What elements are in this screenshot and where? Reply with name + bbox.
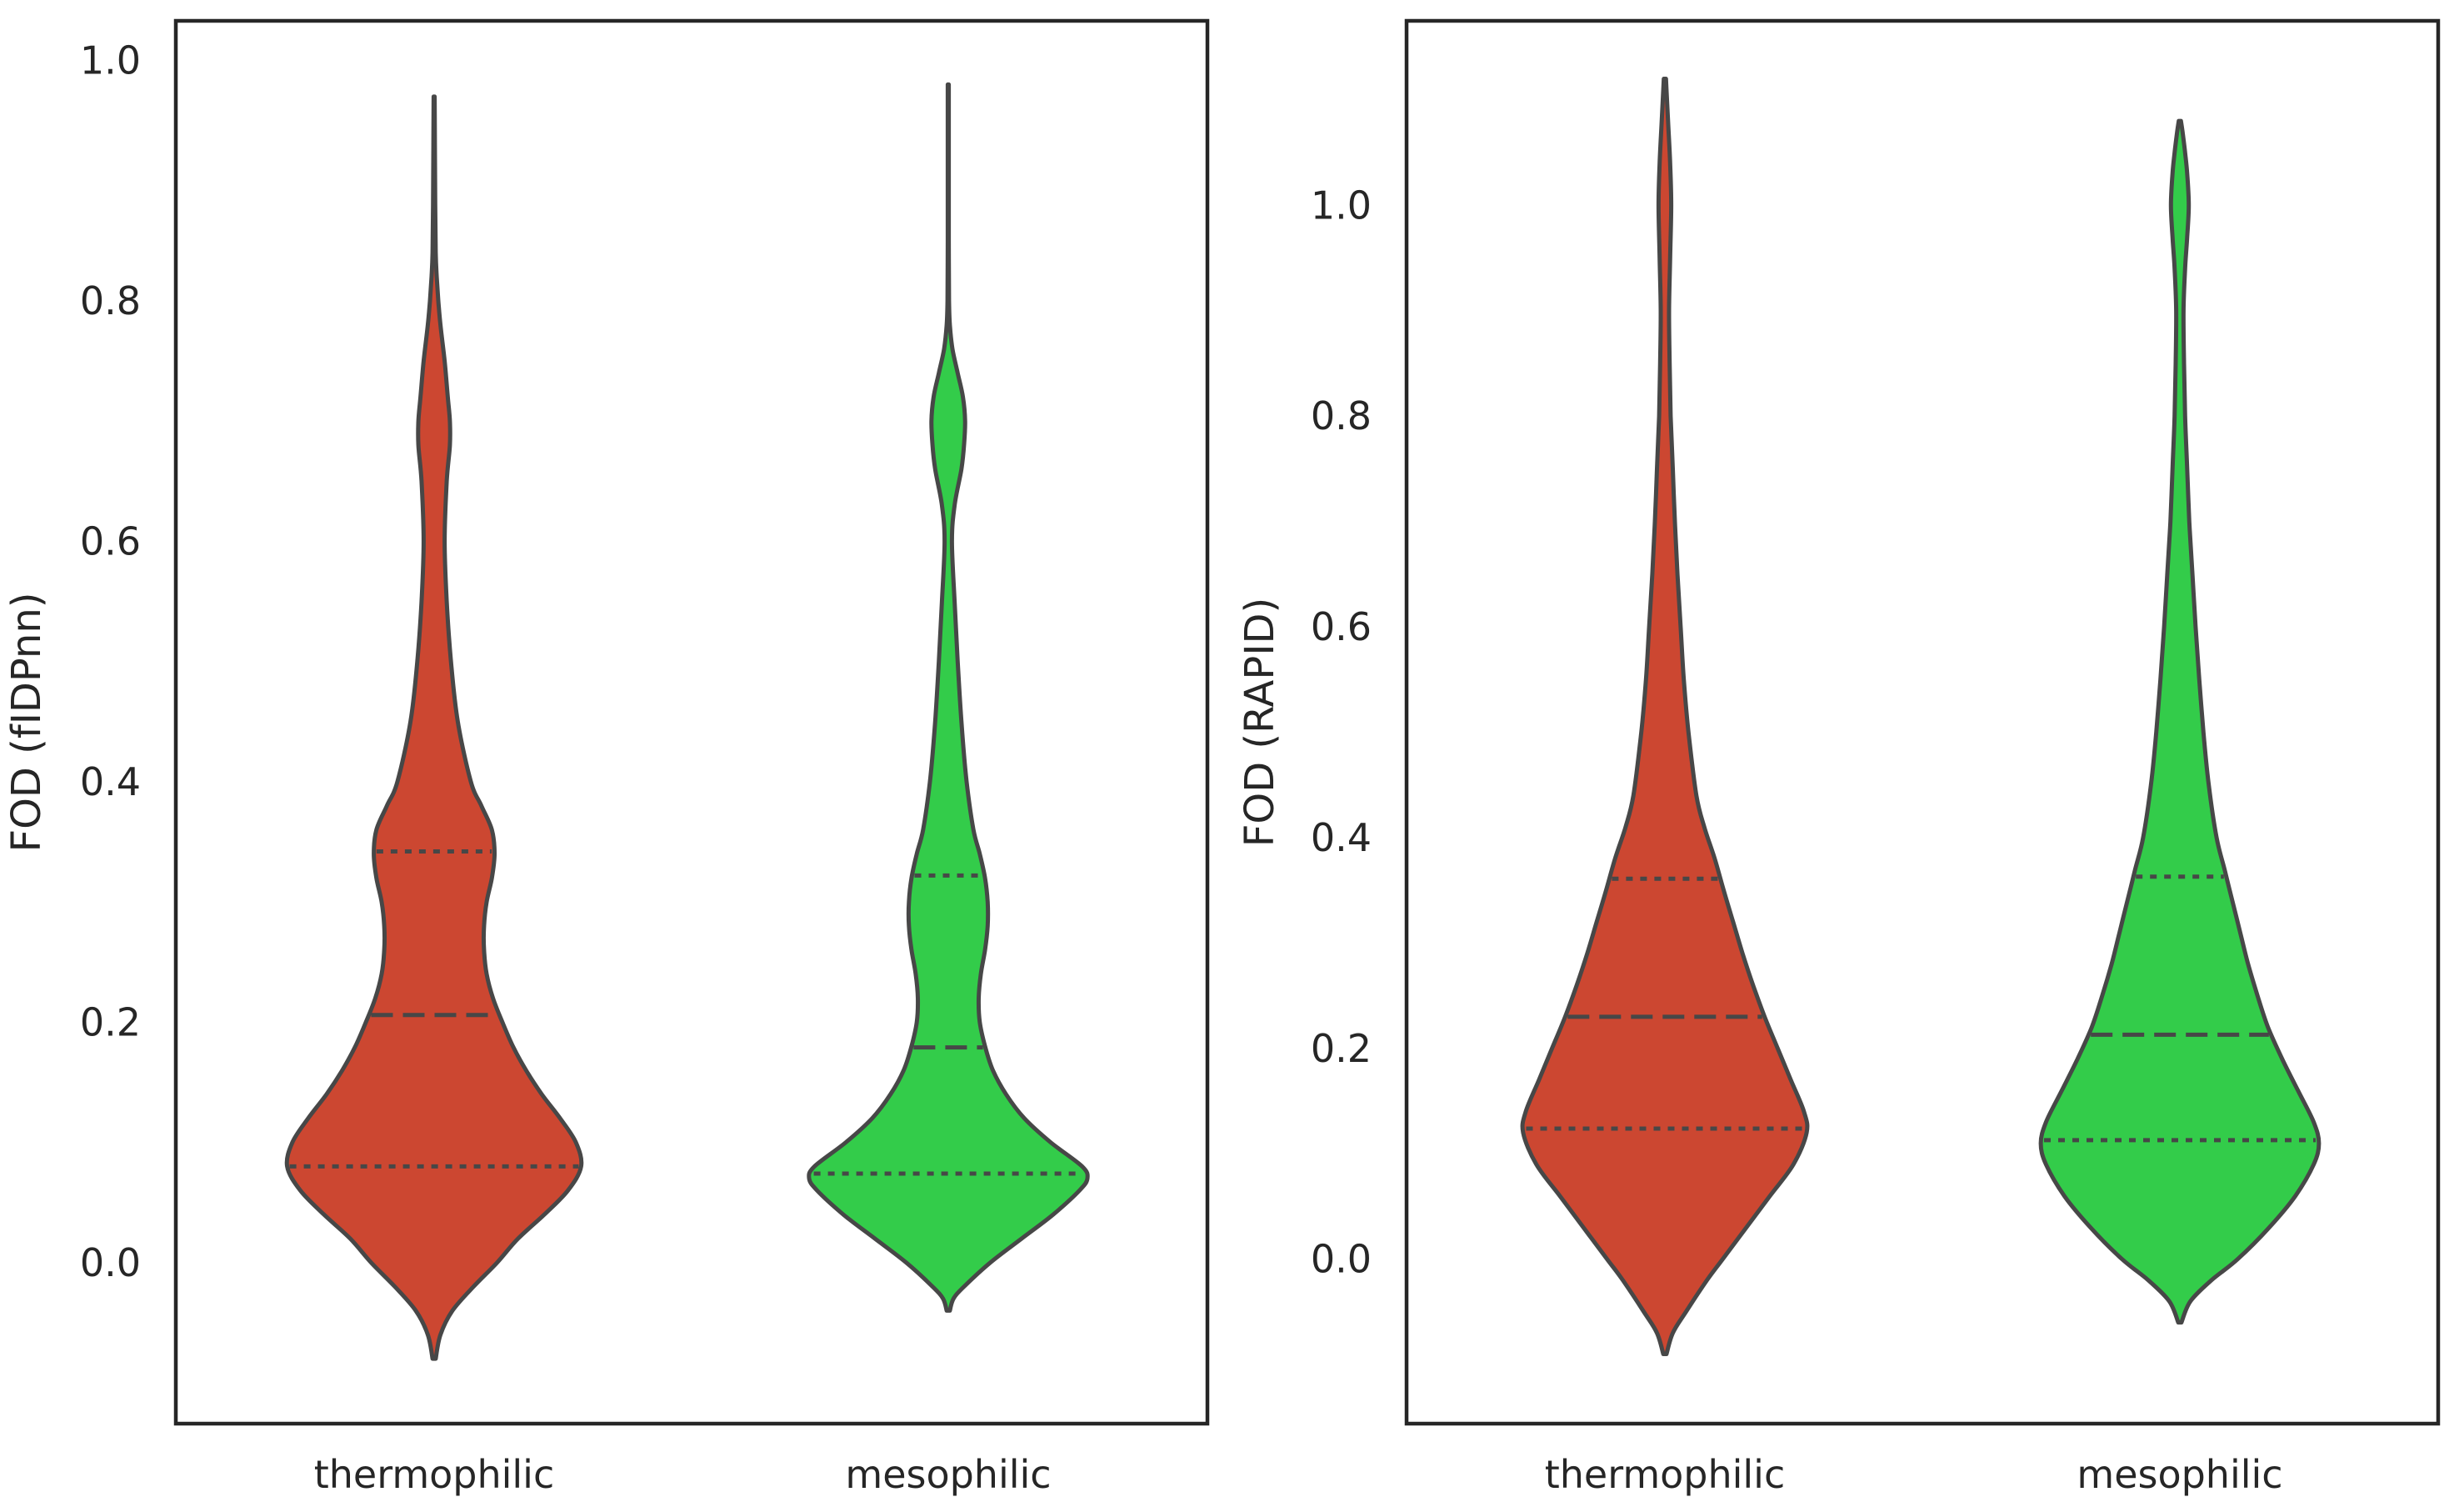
y-tick-label: 0.8: [1311, 393, 1372, 438]
y-tick-label: 0.6: [1311, 604, 1372, 649]
y-tick-label: 0.4: [1311, 815, 1372, 860]
left-axes-frame: [173, 18, 1210, 1426]
right-y-ticks: 0.0 0.2 0.4 0.6 0.8 1.0: [1311, 183, 1372, 1281]
right-x-ticks: thermophilic mesophilic: [1545, 1452, 2283, 1497]
y-tick-label: 0.2: [80, 999, 141, 1044]
y-tick-label: 0.8: [80, 278, 141, 323]
y-tick-label: 0.4: [80, 759, 141, 804]
violin-body-mesophilic: [807, 82, 1090, 1313]
x-tick-label-thermophilic: thermophilic: [1545, 1452, 1786, 1497]
left-x-ticks: thermophilic mesophilic: [314, 1452, 1052, 1497]
y-tick-label: 1.0: [1311, 183, 1372, 228]
y-axis-label-rapid: FOD (RAPID): [1237, 598, 1283, 847]
x-tick-label-mesophilic: mesophilic: [2077, 1452, 2282, 1497]
right-axes-frame: [1404, 18, 2441, 1426]
y-tick-label: 0.2: [1311, 1026, 1372, 1071]
y-tick-label: 0.6: [80, 518, 141, 563]
y-tick-label: 0.0: [80, 1240, 141, 1285]
left-violins: [284, 82, 1090, 1361]
y-tick-label: 1.0: [80, 38, 141, 83]
left-panel: 0.0 0.2 0.4 0.6 0.8 1.0 thermophilic mesophil…: [3, 18, 1210, 1497]
right-panel: 0.0 0.2 0.4 0.6 0.8 1.0 thermophilic mesophil…: [1237, 18, 2441, 1497]
violin-body-thermophilic: [284, 94, 584, 1361]
right-violins: [1520, 77, 2322, 1356]
left-y-ticks: 0.0 0.2 0.4 0.6 0.8 1.0: [80, 38, 141, 1285]
violin-body-thermophilic: [1520, 77, 1810, 1356]
y-axis-label-fidpnn: FOD (fIDPnn): [3, 592, 50, 852]
y-tick-label: 0.0: [1311, 1237, 1372, 1282]
violin-body-mesophilic: [2038, 118, 2322, 1325]
x-tick-label-mesophilic: mesophilic: [845, 1452, 1051, 1497]
x-tick-label-thermophilic: thermophilic: [314, 1452, 555, 1497]
